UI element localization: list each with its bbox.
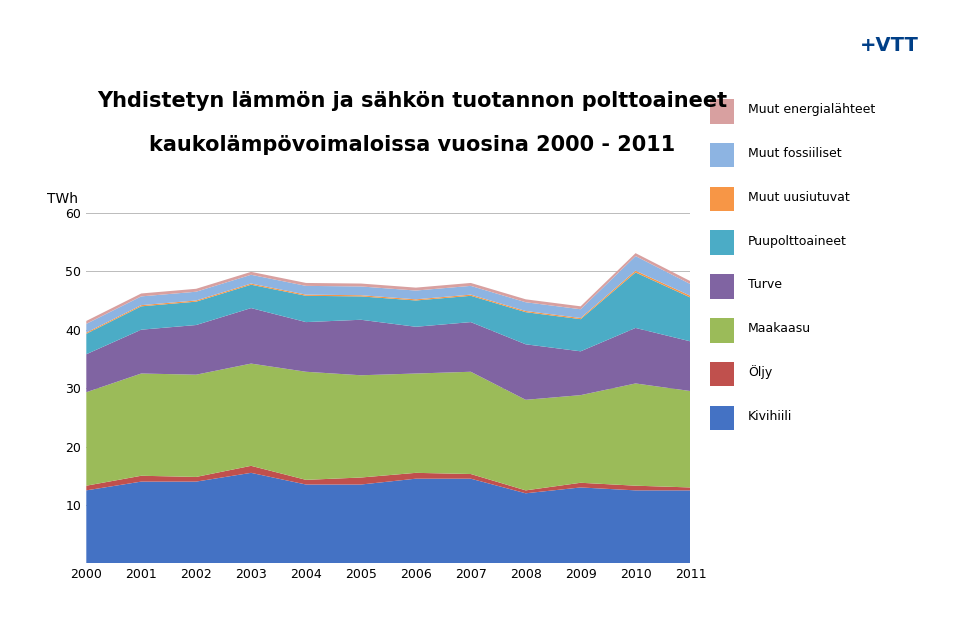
Text: Puupolttoaineet: Puupolttoaineet (748, 235, 847, 247)
Text: Maakaasu: Maakaasu (748, 322, 811, 335)
Text: kaukolämpövoimaloissa vuosina 2000 - 2011: kaukolämpövoimaloissa vuosina 2000 - 201… (150, 135, 675, 155)
Text: Yhdistetyn lämmön ja sähkön tuotannon polttoaineet: Yhdistetyn lämmön ja sähkön tuotannon po… (97, 91, 728, 111)
Text: Muut uusiutuvat: Muut uusiutuvat (748, 191, 850, 203)
FancyBboxPatch shape (710, 187, 734, 211)
Text: +VTT: +VTT (860, 36, 919, 54)
FancyBboxPatch shape (710, 143, 734, 167)
Text: Muut energialähteet: Muut energialähteet (748, 103, 876, 116)
Text: Kivihiili: Kivihiili (748, 410, 792, 423)
FancyBboxPatch shape (710, 230, 734, 255)
FancyBboxPatch shape (710, 362, 734, 386)
Text: Turve: Turve (748, 279, 782, 291)
Text: 8: 8 (782, 28, 789, 41)
FancyBboxPatch shape (710, 99, 734, 123)
Text: Öljy: Öljy (748, 366, 772, 379)
Text: TWh: TWh (47, 192, 78, 206)
Text: Muut fossiiliset: Muut fossiiliset (748, 147, 842, 160)
FancyBboxPatch shape (710, 406, 734, 430)
Text: 17.5.2013: 17.5.2013 (705, 28, 764, 41)
FancyBboxPatch shape (710, 318, 734, 342)
FancyBboxPatch shape (710, 274, 734, 299)
